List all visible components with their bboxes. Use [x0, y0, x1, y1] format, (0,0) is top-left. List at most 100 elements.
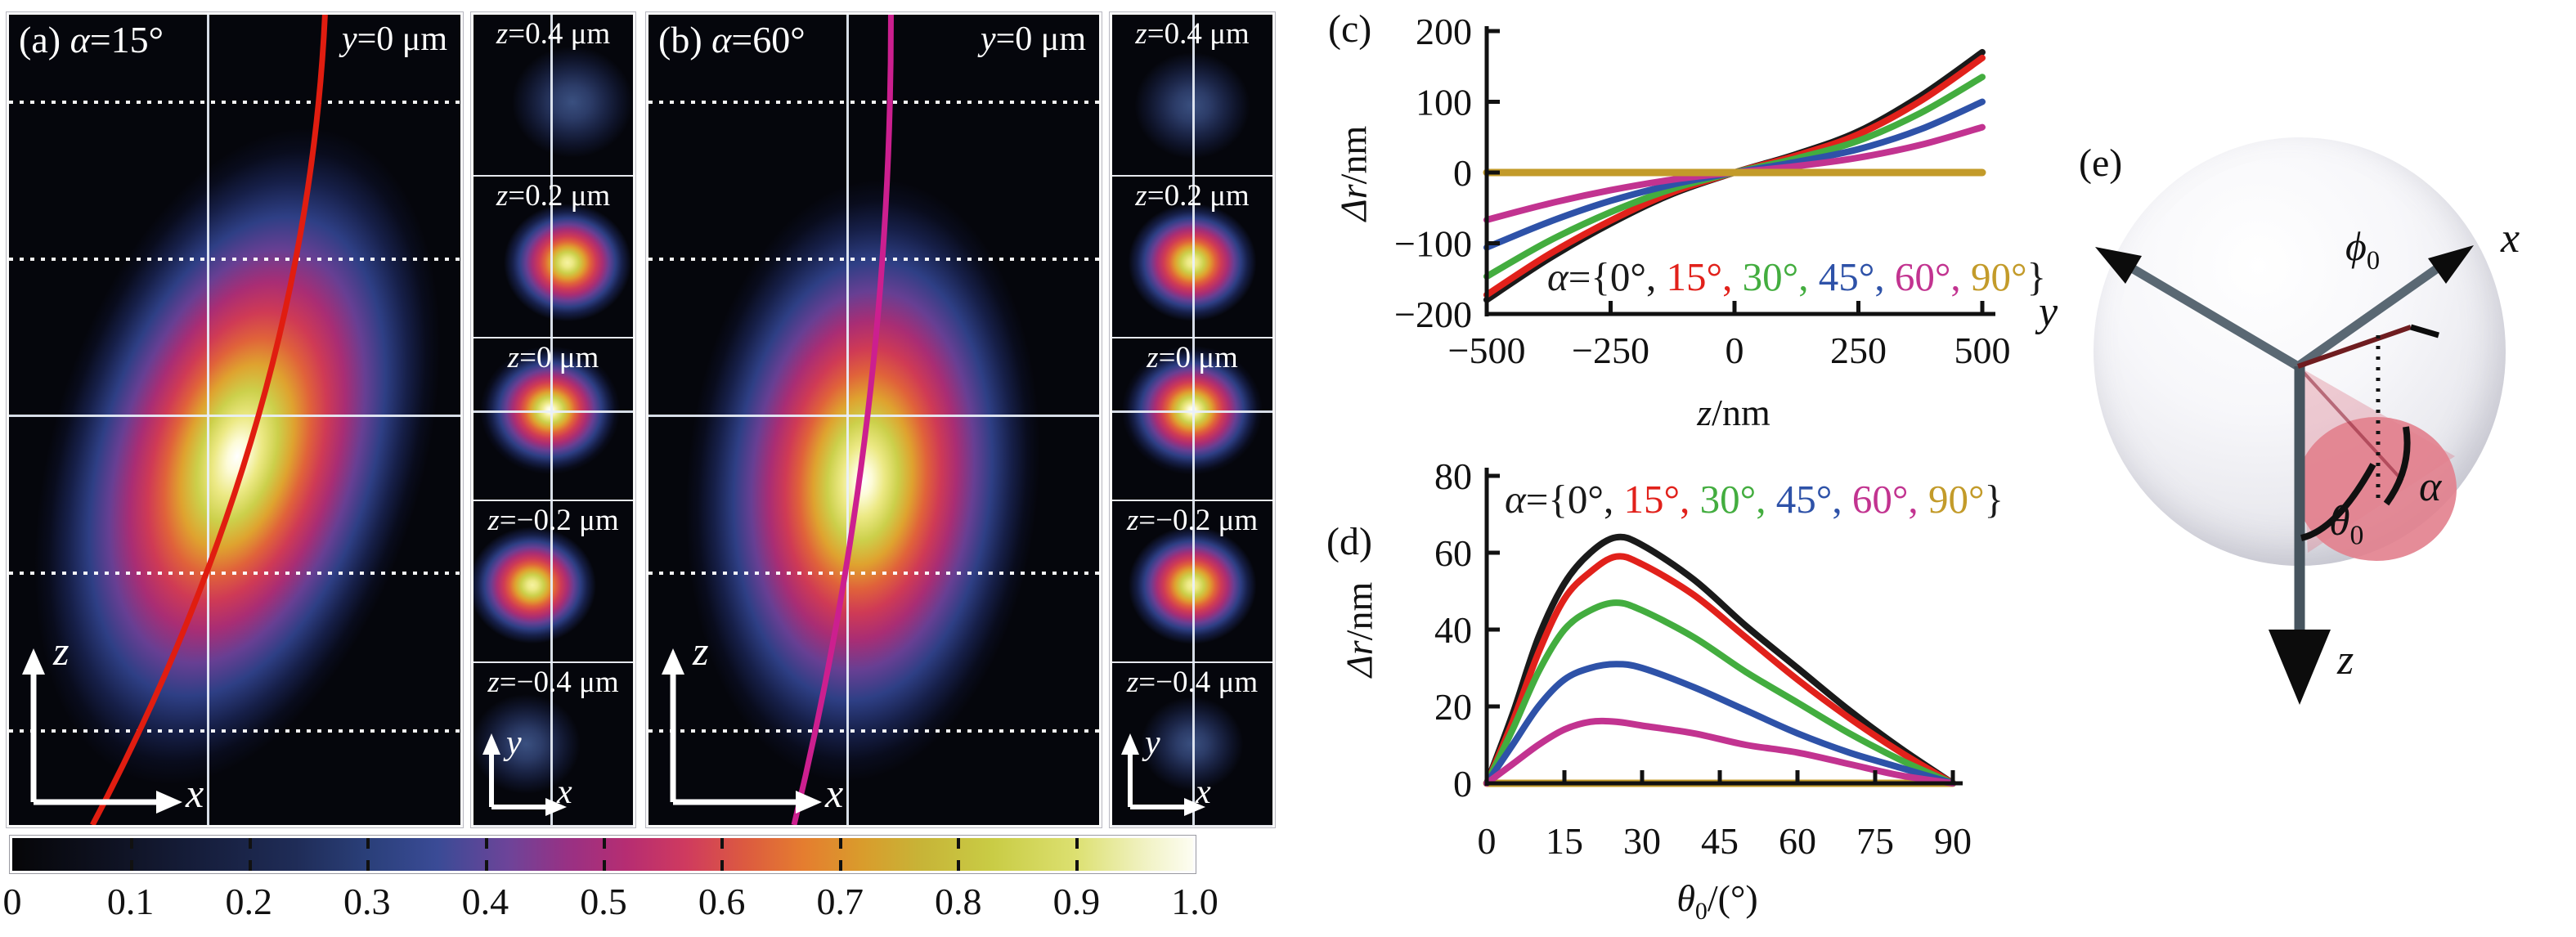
theta0-label: θ0: [2329, 498, 2364, 551]
v-axis-letter: z: [53, 628, 70, 674]
legend-item-15°: 15°,: [1666, 254, 1743, 299]
legend-item-30°: 30°,: [1742, 254, 1819, 299]
x-tick-label: 0: [1726, 330, 1744, 371]
series-30°-curve: [1483, 599, 1956, 787]
sphere-z-axis-label: z: [2337, 637, 2354, 684]
colorbar-tick: [838, 838, 842, 849]
panel-e-tag: (e): [2079, 141, 2123, 185]
legend-item-90°: 90°: [1928, 477, 1985, 522]
y-tick-label: −200: [1394, 294, 1472, 335]
series-0°-curve: [1483, 533, 1956, 787]
sphere-y-axis-label: y: [2039, 289, 2058, 335]
chart-c-svg: 200 100 0 −100 −200−500 −250 0 250 500: [1394, 11, 2010, 371]
azimuth-reference-line: [2297, 325, 2412, 369]
z-slice-cell: z=0.2 μm: [473, 177, 633, 339]
x-tick-label: 90: [1934, 820, 1972, 862]
h-axis-arrowhead-icon: [1184, 798, 1205, 816]
chart-d-tag: (d): [1326, 520, 1372, 563]
z-plane-dotted-line: [648, 572, 1099, 576]
chart-c-xlabel: z/nm: [1697, 392, 1770, 433]
series-15°-curve: [1483, 553, 1956, 787]
z-slice-label: z=0.2 μm: [1135, 179, 1250, 213]
colorbar-tick-label: 0.7: [816, 881, 864, 922]
chart-d-svg: 0 20 40 60 80 0 15 30 45 60 75 90: [1434, 458, 1972, 862]
z-slice-label: z=−0.2 μm: [1126, 503, 1259, 537]
y-axis-arrowhead-icon: [2095, 247, 2142, 284]
legend-item-0°: 0°,: [1567, 477, 1624, 522]
focal-disk: [2296, 417, 2457, 561]
trajectory-curve: [90, 15, 328, 825]
chart-d-ylabel: Δr/nm: [1338, 581, 1380, 678]
z-slice-label: z=0.4 μm: [496, 17, 611, 51]
v-axis-arrowhead-icon: [22, 648, 45, 675]
axes-arrows-svg: [1121, 733, 1205, 816]
panel-b-plane-label: y=0 μm: [980, 20, 1086, 58]
trajectory-curve-svg: [791, 15, 894, 825]
panel-b-z-slices: z=0.4 μm z=0.2 μm z=0 μm z=−0.2 μm z=−0.4 μm…: [1110, 12, 1275, 827]
v-axis-arrowhead-icon: [662, 648, 684, 675]
chart-c-ylabel: Δr/nm: [1332, 125, 1375, 222]
colorbar-tick: [248, 838, 252, 849]
alpha-arc: [2383, 426, 2411, 506]
y-tick-label: 20: [1434, 686, 1472, 728]
z-plane-dotted-line: [648, 100, 1099, 104]
z-plane-dotted-line: [9, 100, 460, 104]
h-axis-arrowhead-icon: [156, 791, 182, 814]
tilted-axis-line: [2296, 365, 2404, 482]
y-tick-label: 0: [1453, 763, 1472, 805]
x-tick-label: 60: [1779, 820, 1816, 862]
x-axis-shaft: [2295, 262, 2444, 370]
z-slice-label: z=−0.4 μm: [1126, 665, 1259, 699]
z-plane-dotted-line: [9, 572, 460, 576]
chart-c-legend: α={0°, 15°, 30°, 45°, 60°, 90°}: [1547, 254, 2047, 299]
colorbar-tick: [838, 860, 842, 871]
z-slice-spot: [511, 46, 633, 159]
z-slice-cell: z=−0.2 μm: [473, 501, 633, 663]
z-plane-dotted-line: [9, 257, 460, 261]
colorbar-tick: [720, 838, 725, 849]
z-slice-spot: [504, 204, 632, 321]
z-slice-cell: z=0.4 μm: [473, 15, 633, 177]
beam-axis-line: [1192, 15, 1195, 825]
sphere-x-axis-label: x: [2501, 215, 2520, 262]
z-slice-label: z=0.2 μm: [496, 179, 611, 213]
h-axis-letter: x: [1196, 773, 1211, 811]
colorbar-tick: [484, 838, 488, 849]
colorbar-tick: [366, 838, 370, 849]
colorbar-tick-label: 0.5: [580, 881, 627, 922]
colorbar-tick: [248, 860, 252, 871]
x-tick-label: −250: [1572, 330, 1649, 371]
phi0-label: ϕ0: [2345, 223, 2381, 276]
z-plane-dotted-line: [648, 729, 1099, 733]
legend-item-60°: 60°,: [1851, 477, 1928, 522]
x-tick-label: 0: [1478, 820, 1497, 862]
sphere-axes-svg: [2095, 245, 2474, 705]
y-tick-label: 200: [1416, 11, 1472, 52]
colorbar-tick-label: 0.3: [343, 881, 391, 922]
z-plane-dotted-line: [648, 257, 1099, 261]
colorbar-tick: [603, 838, 606, 849]
z-slice-cell: z=0 μm: [473, 338, 633, 501]
colorbar-tick-label: 0.6: [698, 881, 746, 922]
theta0-arc: [2300, 463, 2376, 541]
colorbar-tick: [957, 860, 961, 871]
series-60°-curve: [1483, 717, 1956, 787]
z-slice-label: z=0 μm: [1147, 341, 1238, 375]
alpha-angle-label: α: [2419, 464, 2442, 510]
v-axis-letter: y: [1145, 724, 1160, 762]
panel-a-plane-label: y=0 μm: [341, 20, 447, 58]
colorbar-tick-label: 0: [2, 881, 22, 922]
y-tick-label: 80: [1434, 458, 1472, 497]
colorbar-tick: [603, 860, 606, 871]
colorbar-tick: [130, 838, 134, 849]
trajectory-curve-svg: [90, 15, 328, 825]
y-axis-shaft: [2116, 256, 2300, 370]
colorbar-tick-label: 0.9: [1052, 881, 1101, 922]
legend-item-45°: 45°,: [1775, 477, 1852, 522]
colorbar-tick: [130, 860, 134, 871]
z-slice-label: z=−0.4 μm: [487, 665, 619, 699]
